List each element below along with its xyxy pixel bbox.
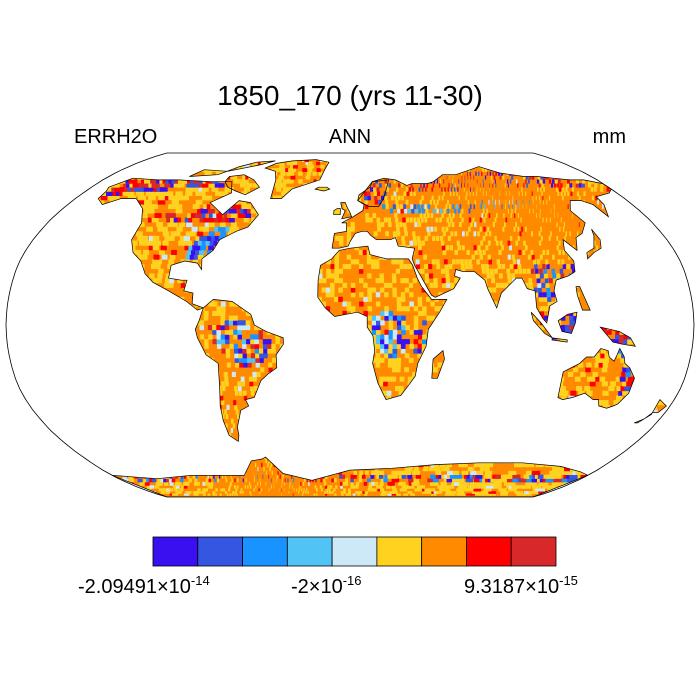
coastline-java [551,337,568,343]
colorbar-swatch [242,536,288,567]
coastline-ireland [333,208,341,216]
coastlines [97,159,667,497]
colorbar-swatch [331,536,378,567]
colorbar-swatch [466,536,512,567]
coastline-eurasia [331,166,612,324]
coastline-great-britain [340,202,353,220]
coastline-africa [317,245,448,401]
coastline-antarctica [112,456,589,497]
colorbar-swatch [510,536,557,567]
coastline-greenland [264,159,330,199]
coastline-madagascar [431,349,445,379]
variable-label: ERRH2O [74,126,158,148]
colorbar-swatch [286,536,333,567]
coastline-arctic-islands [189,160,276,177]
colorbar-swatch [376,536,423,567]
coastline-scandinavia-fill [357,179,389,207]
coastline-sumatra [530,311,553,339]
coastline-south-america [194,299,284,443]
coastline-new-guinea [599,326,636,347]
season-label: ANN [328,126,372,148]
coastline-australia [557,347,635,409]
coastline-philippines [575,286,591,311]
coastline-borneo [557,311,578,334]
grid-cells [98,159,667,496]
coastline-japan [586,228,602,260]
colorbar-swatch [421,536,467,567]
map-title: 1850_170 (yrs 11-30) [217,80,483,111]
colorbar-swatch [197,536,243,567]
colorbar-swatch [152,536,199,567]
coastline-baffin-island [224,174,261,196]
colorbar-label-min: -2.09491×10-14 [78,573,210,598]
coastline-iceland [314,186,331,192]
coastline-new-zealand [634,399,667,424]
colorbar-label-max: 9.3187×10-15 [464,573,578,598]
coastline-north-america [97,177,259,311]
colorbar [152,536,557,567]
units-label: mm [592,126,626,148]
map-boundary [5,152,695,498]
colorbar-label-mid: -2×10-16 [291,573,362,598]
